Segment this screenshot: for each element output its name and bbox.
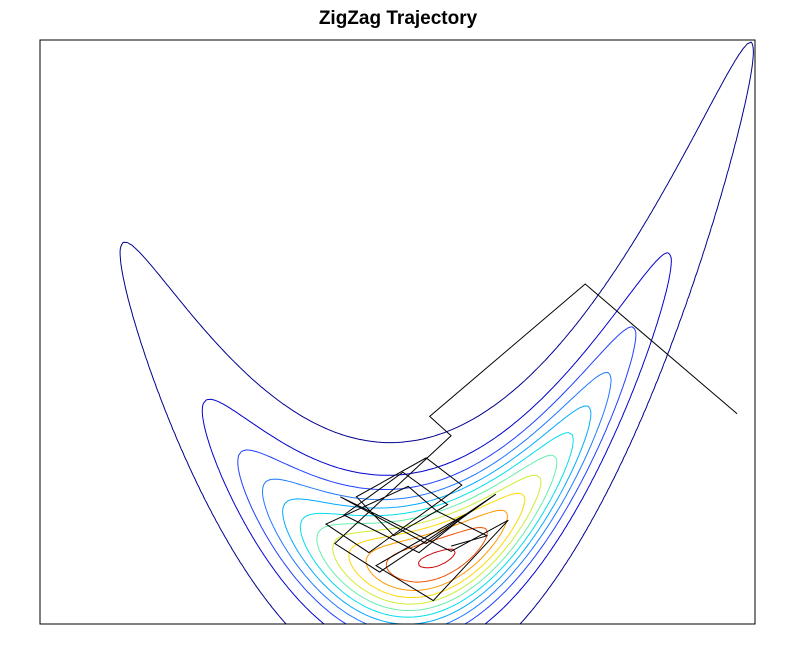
contour-line-level-3 bbox=[237, 326, 637, 625]
contour-line-level-5 bbox=[282, 405, 592, 625]
contour-line-level-9 bbox=[348, 492, 526, 598]
plot-frame bbox=[39, 39, 756, 625]
contour-line-level-7 bbox=[316, 454, 558, 611]
trajectory-layer bbox=[324, 283, 738, 602]
contour-line-level-1 bbox=[119, 41, 754, 625]
contour-line-level-10 bbox=[365, 509, 508, 591]
contour-line-level-6 bbox=[299, 432, 574, 618]
contour-line-level-12 bbox=[418, 548, 456, 569]
trajectory-line bbox=[324, 283, 738, 602]
contour-layer bbox=[119, 41, 754, 625]
contour-line-level-4 bbox=[262, 372, 612, 625]
contour-line-level-2 bbox=[201, 252, 672, 625]
contour-line-level-8 bbox=[332, 474, 542, 605]
chart-title: ZigZag Trajectory bbox=[318, 8, 478, 29]
